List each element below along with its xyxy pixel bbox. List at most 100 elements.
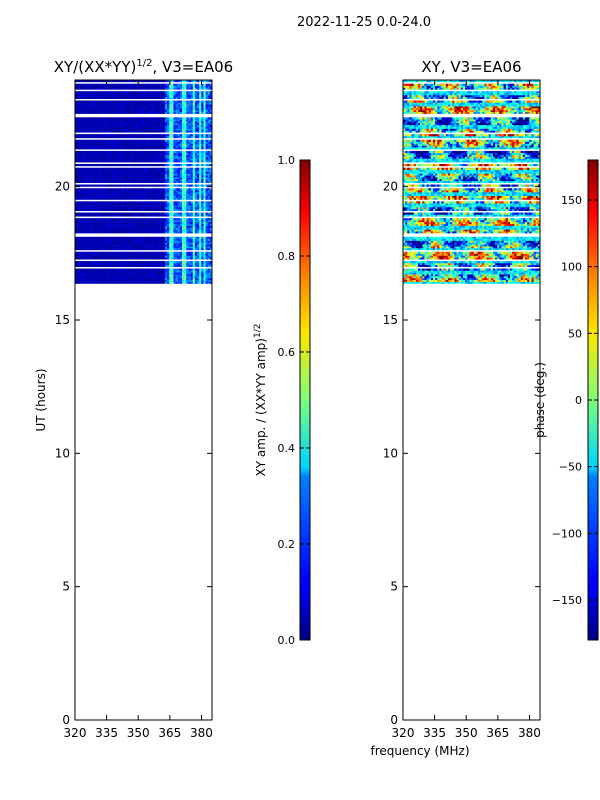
- heatmap-cell: [87, 143, 91, 146]
- heatmap-cell: [203, 244, 206, 247]
- heatmap-cell: [81, 117, 84, 120]
- heatmap-cell: [141, 276, 144, 279]
- heatmap-cell: [132, 261, 136, 264]
- heatmap-cell: [117, 154, 121, 157]
- heatmap-cell: [186, 188, 189, 191]
- heatmap-cell: [92, 220, 95, 223]
- heatmap-cell: [147, 180, 151, 183]
- heatmap-cell: [83, 220, 86, 223]
- heatmap-cell: [96, 111, 99, 114]
- heatmap-cell: [209, 134, 212, 137]
- heatmap-cell: [158, 156, 161, 159]
- heatmap-cell: [201, 236, 204, 239]
- heatmap-cell: [96, 139, 99, 142]
- heatmap-cell: [122, 111, 125, 114]
- heatmap-cell: [83, 264, 86, 267]
- heatmap-cell: [83, 244, 86, 247]
- heatmap-cell: [94, 206, 97, 210]
- heatmap-cell: [117, 173, 121, 176]
- heatmap-cell: [115, 255, 119, 258]
- heatmap-cell: [122, 193, 125, 197]
- heatmap-cell: [177, 236, 181, 239]
- heatmap-cell: [94, 270, 97, 273]
- heatmap-cell: [89, 122, 93, 126]
- heatmap-cell: [162, 119, 166, 122]
- heatmap-cell: [100, 154, 104, 157]
- heatmap-cell: [102, 240, 106, 243]
- heatmap-cell: [107, 130, 110, 133]
- heatmap-cell: [94, 192, 97, 195]
- heatmap-cell: [122, 178, 125, 182]
- heatmap-cell: [149, 178, 153, 182]
- heatmap-cell: [143, 128, 146, 131]
- heatmap-cell: [201, 238, 204, 241]
- heatmap-cell: [164, 208, 168, 211]
- heatmap-cell: [141, 108, 144, 111]
- heatmap-cell: [175, 130, 179, 133]
- heatmap-cell: [184, 154, 187, 157]
- heatmap-cell: [92, 218, 95, 221]
- heatmap-cell: [111, 238, 114, 241]
- heatmap-cell: [143, 195, 146, 198]
- heatmap-cell: [83, 188, 86, 191]
- heatmap-cell: [96, 276, 99, 279]
- heatmap-cell: [134, 270, 138, 273]
- heatmap-cell: [132, 203, 136, 206]
- heatmap-cell: [137, 242, 140, 245]
- heatmap-cell: [164, 268, 168, 271]
- heatmap-cell: [186, 197, 189, 200]
- heatmap-cell: [81, 128, 84, 131]
- heatmap-cell: [156, 279, 159, 282]
- heatmap-cell: [85, 261, 89, 264]
- heatmap-cell: [122, 264, 125, 267]
- heatmap-cell: [115, 190, 119, 193]
- heatmap-cell: [100, 257, 104, 260]
- heatmap-cell: [160, 195, 164, 198]
- heatmap-cell: [111, 145, 114, 148]
- heatmap-cell: [162, 145, 166, 148]
- heatmap-cell: [177, 257, 181, 260]
- heatmap-cell: [130, 212, 134, 215]
- heatmap-cell: [162, 270, 166, 273]
- heatmap-cell: [175, 255, 179, 258]
- heatmap-cell: [141, 255, 144, 258]
- heatmap-cell: [177, 264, 181, 267]
- heatmap-cell: [147, 246, 151, 249]
- heatmap-cell: [175, 279, 179, 282]
- heatmap-cell: [209, 109, 212, 113]
- heatmap-cell: [128, 221, 131, 225]
- heatmap-cell: [137, 244, 140, 247]
- heatmap-cell: [128, 246, 131, 249]
- heatmap-cell: [169, 145, 172, 148]
- heatmap-cell: [203, 106, 206, 109]
- heatmap-cell: [203, 272, 206, 275]
- heatmap-cell: [197, 264, 200, 267]
- heatmap-cell: [156, 173, 159, 176]
- heatmap-cell: [92, 178, 95, 182]
- heatmap-cell: [130, 268, 134, 271]
- heatmap-cell: [162, 201, 166, 204]
- heatmap-cell: [96, 136, 99, 139]
- heatmap-cell: [124, 255, 127, 258]
- heatmap-cell: [192, 264, 196, 267]
- heatmap-cell: [134, 147, 138, 150]
- heatmap-cell: [188, 231, 191, 234]
- heatmap-cell: [89, 109, 93, 113]
- heatmap-cell: [89, 221, 93, 225]
- heatmap-cell: [139, 152, 142, 155]
- heatmap-cell: [89, 223, 93, 226]
- heatmap-cell: [109, 195, 112, 198]
- heatmap-cell: [171, 180, 174, 183]
- heatmap-cell: [83, 117, 86, 120]
- heatmap-cell: [175, 264, 179, 267]
- heatmap-cell: [197, 193, 200, 197]
- heatmap-cell: [96, 124, 99, 127]
- heatmap-cell: [207, 214, 211, 217]
- heatmap-cell: [149, 143, 153, 146]
- heatmap-cell: [107, 279, 110, 282]
- heatmap-cell: [96, 128, 99, 131]
- heatmap-cell: [85, 119, 89, 122]
- heatmap-cell: [117, 130, 121, 133]
- heatmap-cell: [179, 281, 183, 284]
- heatmap-cell: [152, 248, 155, 251]
